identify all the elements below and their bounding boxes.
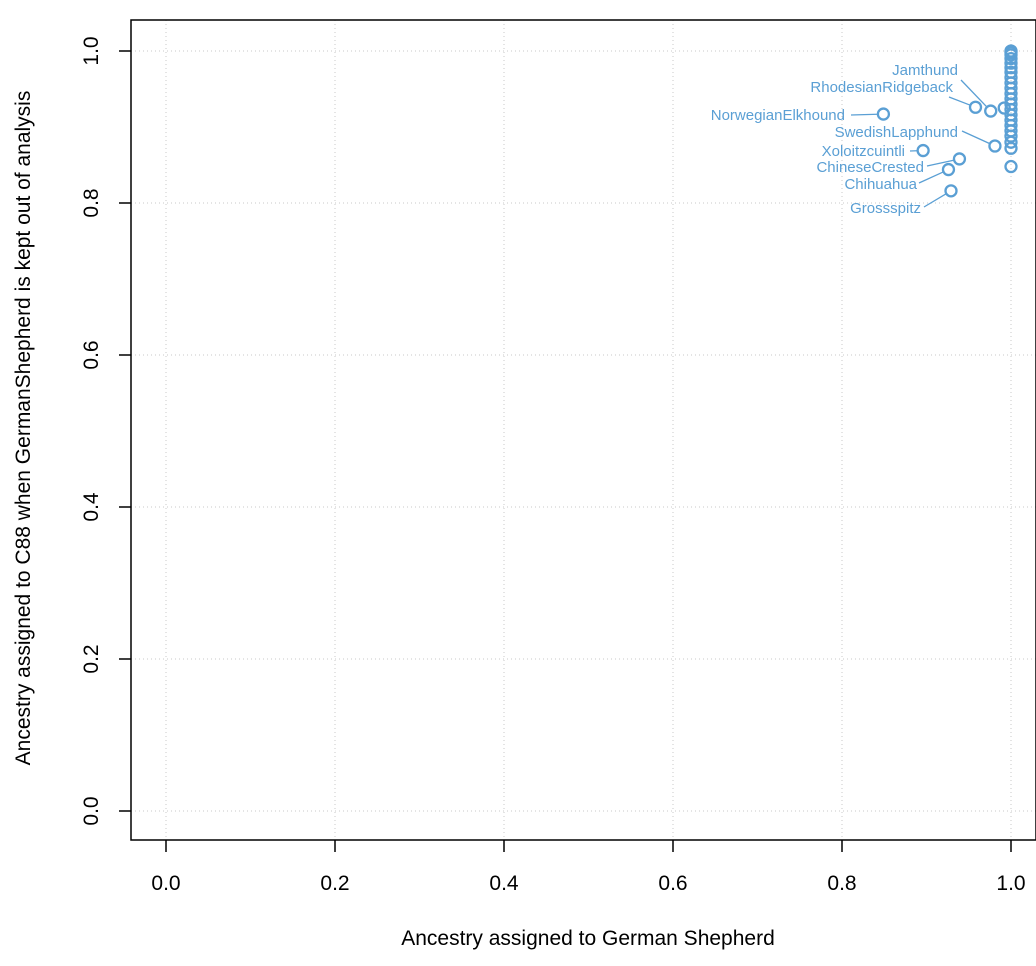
label-leaders [850,79,990,208]
label-leader-line [850,113,878,116]
label-leader-line [960,79,988,108]
point-label: SwedishLapphund [835,124,958,141]
x-tick-label: 0.6 [658,872,687,895]
point-label: Grossspitz [850,200,921,217]
point-label: Xoloitzcuintli [822,143,905,160]
label-leader-line [926,159,954,167]
data-point [916,143,930,158]
point-label: Jamthund [892,62,958,79]
x-tick-label: 0.4 [489,872,519,895]
point-label: RhodesianRidgeback [810,79,953,96]
point-label: ChineseCrested [816,159,924,176]
y-tick-label: 0.2 [80,644,103,673]
data-point [997,101,1011,115]
data-point [968,100,983,114]
data-point [1004,48,1018,62]
y-tick-label: 0.0 [80,796,103,825]
label-leader-line [961,130,990,145]
data-point [941,162,956,177]
point-label: Chihuahua [844,176,917,193]
label-leader-line [918,171,944,184]
x-axis-title: Ancestry assigned to German Shepherd [401,927,775,950]
data-point [988,139,1002,153]
label-leader-line [923,193,947,208]
grid [131,20,1036,840]
plot-frame [130,19,1036,841]
data-point [1004,56,1018,70]
point-labels: NorwegianElkhound XoloitzcuintliChineseCr… [711,62,958,217]
y-tick-label: 1.0 [80,36,103,65]
data-point [944,184,958,198]
axes: 0.0 0.0 0.2 0.2 0.4 0.4 0.6 0.6 0.8 0.8 1.0 1.0 [80,19,1036,895]
x-tick-label: 0.2 [320,872,349,895]
x-tick-label: 0.0 [151,872,180,895]
data-point [1004,129,1018,143]
data-point [1004,159,1018,174]
data-points [876,44,1018,198]
data-point [1004,141,1018,155]
x-tick-label: 1.0 [996,872,1025,895]
label-leader-line [948,96,971,106]
y-tick-label: 0.4 [80,492,103,522]
y-tick-label: 0.8 [80,188,103,217]
y-tick-label: 0.6 [80,340,103,369]
data-point [984,104,998,118]
point-label: NorwegianElkhound [711,107,845,124]
data-point [952,152,967,166]
data-point [876,107,891,121]
data-point [1004,135,1018,149]
y-axis-title: Ancestry assigned to C88 when GermanShep… [12,91,35,766]
data-point [1004,51,1018,66]
x-tick-label: 0.8 [827,872,856,895]
